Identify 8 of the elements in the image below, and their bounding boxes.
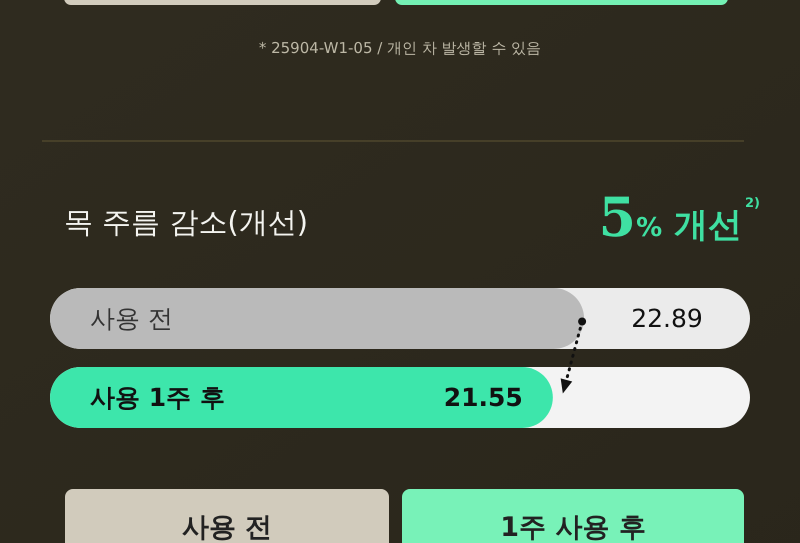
- text: 1주 사용 후: [500, 512, 646, 542]
- y-tick-label: 사용 1주 후: [90, 383, 225, 412]
- text: * 25904-W1-05 / 개인 차 발생할 수 있음: [258, 39, 542, 57]
- data-label: 22.89: [631, 304, 703, 333]
- text: 사용 전: [182, 512, 272, 542]
- chart-title: 목 주름 감소(개선): [64, 205, 308, 239]
- text: 5% 개선$^{2)}$: [598, 185, 760, 249]
- data-label: 21.55: [444, 383, 523, 412]
